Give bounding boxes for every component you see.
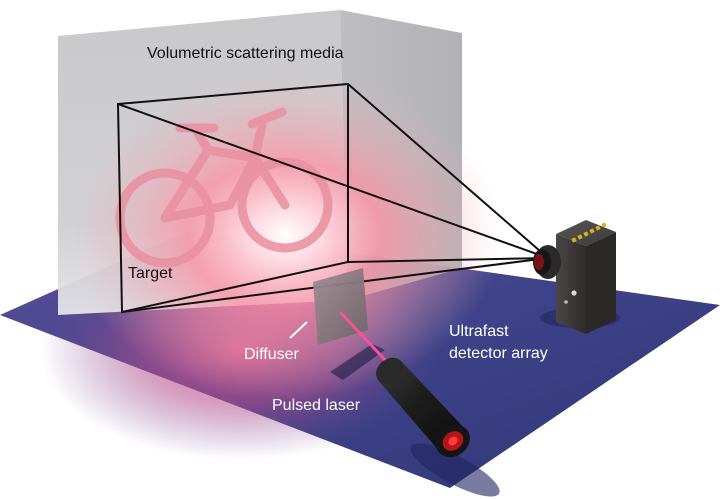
camera-icon — [533, 220, 620, 334]
diffuser-label: Diffuser — [244, 346, 299, 363]
media-label: Volumetric scattering media — [147, 45, 344, 62]
detector-label-line1: Ultrafast — [449, 323, 509, 340]
detector-label-line2: detector array — [449, 345, 548, 362]
scattered-light — [70, 70, 500, 400]
diffuser-shadow — [330, 344, 385, 380]
laser-icon — [376, 357, 500, 497]
diffuser-pointer — [289, 321, 308, 339]
target-label: Target — [128, 265, 173, 282]
laser-label: Pulsed laser — [272, 397, 361, 414]
